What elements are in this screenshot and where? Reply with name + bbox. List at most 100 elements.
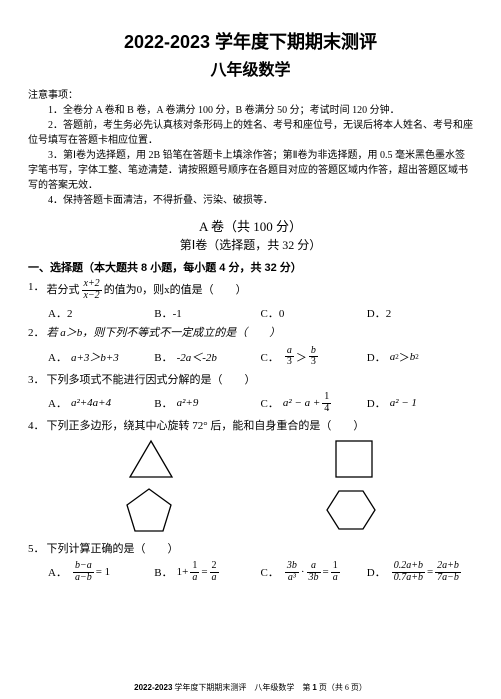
- q5-b-n1: 1: [190, 561, 199, 573]
- q5-c-f1: 3b a³: [285, 561, 299, 583]
- q3-b-val: a²+9: [177, 397, 199, 409]
- q3-d-label: D．: [367, 395, 386, 411]
- footer-mid: 学年度下期期末测评 八年级数学 第: [172, 683, 312, 692]
- q2-number: 2．: [28, 325, 45, 342]
- q2-c-rden: 3: [309, 357, 318, 368]
- square-icon: [333, 438, 375, 480]
- q3-c-pre: a² − a +: [283, 397, 320, 409]
- q4-shapes-row-2: [28, 483, 473, 537]
- hexagon-icon: [324, 486, 378, 534]
- q5-d-n2: 2a+b: [435, 561, 461, 573]
- q5-c-mid: ·: [301, 566, 305, 578]
- q1-fraction: x+2 x−2: [82, 279, 102, 301]
- q5-d-label: D．: [367, 564, 386, 580]
- q1-frac-num: x+2: [82, 279, 102, 291]
- q2-c-frac-r: b 3: [309, 346, 318, 368]
- q5-opt-d: D． 0.2a+b 0.7a+b = 2a+b 7a−b: [367, 561, 473, 583]
- page-footer: 2022-2023 学年度下期期末测评 八年级数学 第 1 页（共 6 页）: [0, 682, 501, 693]
- q3-c-frac: 1 4: [322, 392, 331, 414]
- q5-b-d2: a: [210, 573, 219, 584]
- q3-c-den: 4: [322, 404, 331, 415]
- q5-b-d1: a: [190, 573, 199, 584]
- q3-a-val: a²+4a+4: [71, 397, 111, 409]
- q2-opt-c: C． a 3 ＞ b 3: [261, 346, 367, 368]
- q5-c-n1: 3b: [285, 561, 299, 573]
- q5-a-frac: b−a a−b: [73, 561, 94, 583]
- q5-a-label: A．: [48, 564, 67, 580]
- q3-opt-a: A． a²+4a+4: [48, 392, 154, 414]
- q5-c-d1: a³: [285, 573, 299, 584]
- q5-opt-c: C． 3b a³ · a 3b = 1 a: [261, 561, 367, 583]
- q1-opt-a: A．2: [48, 305, 154, 321]
- q2-a-label: A．: [48, 349, 67, 365]
- q4-number: 4．: [28, 418, 45, 435]
- q5-d-d1: 0.7a+b: [392, 573, 425, 584]
- q5-b-frac1: 1 a: [190, 561, 199, 583]
- q2-c-label: C．: [261, 349, 279, 365]
- q5-options: A． b−a a−b = 1 B． 1+ 1 a = 2 a C． 3b: [28, 561, 473, 583]
- q5-number: 5．: [28, 541, 45, 558]
- question-3: 3． 下列多项式不能进行因式分解的是（ ）: [28, 372, 473, 389]
- q5-b-n2: 2: [210, 561, 219, 573]
- footer-right: 页（共 6 页）: [317, 683, 367, 692]
- q5-b-frac2: 2 a: [210, 561, 219, 583]
- notice-item-4: 4．保持答题卡面清洁，不得折叠、污染、破损等．: [28, 193, 473, 208]
- q5-c-eq: =: [323, 566, 329, 578]
- section-a-heading: A 卷（共 100 分）: [28, 216, 473, 235]
- q1-options: A．2 B．-1 C．0 D．2: [28, 305, 473, 321]
- q5-d-f2: 2a+b 7a−b: [435, 561, 461, 583]
- q1-opt-b: B．-1: [154, 305, 260, 321]
- q3-c-label: C．: [261, 395, 279, 411]
- page-title: 2022-2023 学年度下期期末测评: [28, 28, 473, 54]
- q5-c-d3: a: [331, 573, 340, 584]
- q2-text: 若 a＞b，则下列不等式不一定成立的是（ ）: [47, 325, 281, 342]
- q2-c-gt: ＞: [296, 349, 307, 365]
- notice-item-1: 1．全卷分 A 卷和 B 卷，A 卷满分 100 分，B 卷满分 50 分；考试…: [28, 103, 473, 118]
- q3-number: 3．: [28, 372, 45, 389]
- q5-c-d2: 3b: [307, 573, 321, 584]
- pentagon-icon: [123, 485, 175, 535]
- q3-opt-c: C． a² − a + 1 4: [261, 392, 367, 414]
- triangle-icon: [126, 437, 176, 481]
- q3-text: 下列多项式不能进行因式分解的是（ ）: [47, 372, 256, 389]
- question-5: 5． 下列计算正确的是（ ）: [28, 541, 473, 558]
- q3-opt-b: B． a²+9: [154, 392, 260, 414]
- q5-text: 下列计算正确的是（ ）: [47, 541, 179, 558]
- q2-d-gt: ＞: [399, 349, 410, 365]
- question-1: 1． 若分式 x+2 x−2 的值为0，则x的值是（ ）: [28, 279, 473, 301]
- q2-a-val: a+3＞b+3: [71, 349, 119, 365]
- q2-b-label: B．: [154, 349, 172, 365]
- q2-options: A． a+3＞b+3 B． -2a＜-2b C． a 3 ＞ b 3 D． a2…: [28, 346, 473, 368]
- q5-opt-a: A． b−a a−b = 1: [48, 561, 154, 583]
- q5-c-n3: 1: [331, 561, 340, 573]
- q1-opt-d: D．2: [367, 305, 473, 321]
- question-2: 2． 若 a＞b，则下列不等式不一定成立的是（ ）: [28, 325, 473, 342]
- q4-shapes-row: [28, 435, 473, 483]
- notice-item-2: 2．答题前，考生务必先认真核对条形码上的姓名、考号和座位号，无误后将本人姓名、考…: [28, 118, 473, 148]
- q5-opt-b: B． 1+ 1 a = 2 a: [154, 561, 260, 583]
- exam-page: 2022-2023 学年度下期期末测评 八年级数学 注意事项： 1．全卷分 A …: [0, 0, 501, 699]
- q5-a-den: a−b: [73, 573, 94, 584]
- q2-b-val: -2a＜-2b: [177, 349, 217, 365]
- q5-d-f1: 0.2a+b 0.7a+b: [392, 561, 425, 583]
- footer-year: 2022-2023: [134, 683, 172, 692]
- q5-c-f2: a 3b: [307, 561, 321, 583]
- q5-d-n1: 0.2a+b: [392, 561, 425, 573]
- q5-a-eq: = 1: [96, 566, 110, 578]
- notice-heading: 注意事项：: [28, 86, 473, 101]
- q5-b-pre: 1+: [177, 566, 189, 578]
- q1-opt-c: C．0: [261, 305, 367, 321]
- q3-opt-d: D． a² − 1: [367, 392, 473, 414]
- q3-a-label: A．: [48, 395, 67, 411]
- q4-text: 下列正多边形，绕其中心旋转 72° 后，能和自身重合的是（ ）: [47, 418, 365, 435]
- q2-c-lden: 3: [285, 357, 294, 368]
- q5-c-n2: a: [307, 561, 321, 573]
- q1-number: 1．: [28, 279, 45, 296]
- q3-b-label: B．: [154, 395, 172, 411]
- q2-d-label: D．: [367, 349, 386, 365]
- q1-text-post: 的值为0，则x的值是（ ）: [104, 282, 247, 299]
- q1-text-pre: 若分式: [47, 282, 80, 299]
- q2-c-frac-l: a 3: [285, 346, 294, 368]
- q5-d-d2: 7a−b: [435, 573, 461, 584]
- notice-item-3: 3．第Ⅰ卷为选择题，用 2B 铅笔在答题卡上填涂作答；第Ⅱ卷为非选择题，用 0.…: [28, 148, 473, 193]
